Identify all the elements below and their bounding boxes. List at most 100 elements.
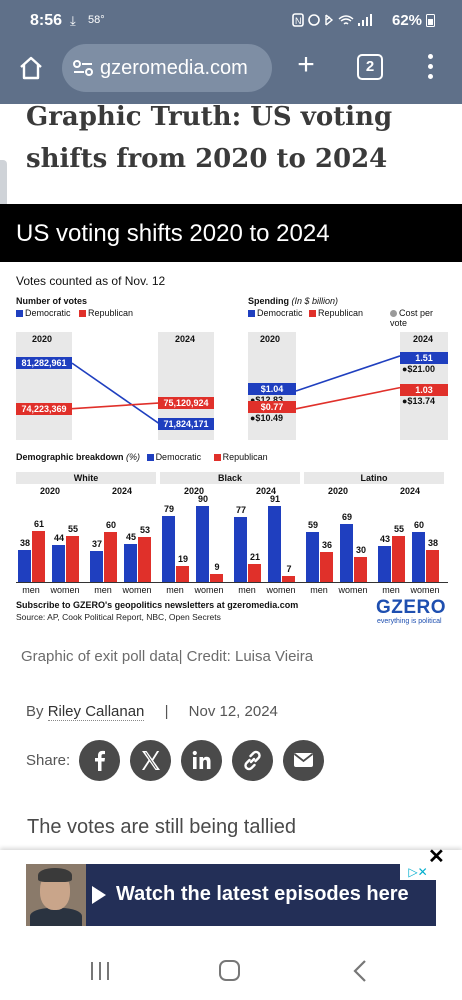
graphic-title: US voting shifts 2020 to 2024 (0, 204, 462, 262)
spending-line-dem (295, 355, 401, 392)
recents-icon[interactable] (91, 962, 111, 980)
cost-per-vote-dem-2020: ●$12.83 (250, 395, 283, 405)
spending-title-text: Spending (248, 296, 289, 306)
system-status-icons: N (292, 13, 372, 27)
bar-white-2020-men-rep (32, 530, 45, 582)
linkedin-share-button[interactable] (181, 740, 222, 781)
bar-latino-2024-men-dem (378, 545, 391, 582)
legend-cost-label: Cost per vote (390, 308, 434, 328)
spending-dem-2020-label: $1.04 (248, 382, 296, 395)
home-nav-icon[interactable] (219, 960, 240, 981)
legend-rep-label: Republican (88, 308, 134, 318)
email-icon (293, 753, 314, 767)
facebook-share-button[interactable] (79, 740, 120, 781)
byline: By Riley Callanan | Nov 12, 2024 (26, 703, 278, 721)
ad-close-button[interactable]: ✕ (428, 846, 445, 868)
demographic-title-note: (%) (126, 452, 141, 462)
spending-chart-title: Spending (In $ billion) (248, 296, 338, 306)
scroll-indicator[interactable] (0, 160, 7, 220)
back-icon[interactable] (351, 959, 371, 983)
adchoices-icon[interactable]: ▷✕ (400, 864, 436, 880)
bar-value-label: 90 (197, 494, 208, 505)
bar-value-label: 55 (393, 523, 404, 534)
source-note: Source: AP, Cook Political Report, NBC, … (16, 612, 221, 622)
email-share-button[interactable] (283, 740, 324, 781)
votes-legend: Democratic Republican (16, 308, 133, 318)
bar-black-2024-women-rep (282, 576, 295, 582)
author-link[interactable]: Riley Callanan (47, 703, 145, 721)
group-year-label: 2024 (400, 486, 421, 496)
bar-latino-2024-women-rep (426, 550, 439, 582)
votes-2020-panel (16, 332, 72, 440)
gzero-logo: GZERO (376, 597, 447, 618)
home-icon[interactable] (18, 55, 44, 81)
publish-date: Nov 12, 2024 (188, 703, 278, 720)
demographic-chart-title: Demographic breakdown (%) Democratic Rep… (16, 452, 268, 462)
bar-value-label: 60 (105, 519, 116, 530)
status-bar: 8:56 ⤓ 58° N 62% (0, 0, 462, 40)
group-year-label: 2024 (256, 486, 277, 496)
category-label-men: men (94, 585, 112, 595)
bar-white-2020-women-rep (66, 535, 79, 582)
bar-value-label: 9 (214, 562, 220, 573)
votes-line-dem (71, 362, 161, 425)
bar-white-2024-women-dem (124, 544, 137, 582)
ad-banner[interactable]: Watch the latest episodes here ▷✕ (26, 864, 436, 926)
url-text: gzeromedia.com (100, 57, 248, 79)
site-settings-icon[interactable] (72, 58, 94, 78)
legend-dem-label: Democratic (155, 452, 202, 462)
article-lead: The votes are still being tallied (27, 816, 297, 838)
bar-latino-2020-men-dem (306, 532, 319, 582)
bar-value-label: 21 (249, 552, 260, 563)
spending-line-rep (295, 386, 401, 410)
gzero-tagline: everything is political (377, 618, 442, 625)
byline-separator: | (164, 703, 169, 720)
legend-swatch-dem (146, 454, 154, 462)
bar-value-label: 44 (53, 533, 64, 544)
votes-dem-2020-label: 81,282,961 (16, 357, 72, 370)
new-tab-button[interactable]: + (297, 48, 315, 81)
link-icon (244, 750, 261, 771)
category-label-women: women (50, 585, 80, 595)
bar-black-2020-men-rep (176, 566, 189, 582)
bar-black-2020-women-dem (196, 506, 209, 582)
image-caption: Graphic of exit poll data| Credit: Luisa… (21, 648, 314, 665)
bar-value-label: 30 (355, 544, 366, 555)
spending-legend: Democratic Republican (248, 308, 363, 318)
legend-swatch-cost (390, 310, 397, 318)
bar-value-label: 37 (91, 538, 102, 549)
category-label-women: women (410, 585, 440, 595)
tab-switcher-button[interactable]: 2 (357, 54, 383, 80)
bar-value-label: 55 (67, 523, 78, 534)
cost-per-vote-dem-2024: ●$21.00 (402, 363, 435, 374)
by-prefix: By (26, 703, 44, 720)
cost-per-vote-rep-2020: ●$10.49 (250, 412, 283, 423)
status-icons: N (292, 13, 382, 30)
bar-white-2020-men-dem (18, 550, 31, 582)
status-time: 8:56 (30, 12, 63, 29)
category-label-women: women (122, 585, 152, 595)
category-label-women: women (266, 585, 296, 595)
browser-chrome: 8:56 ⤓ 58° N 62% (0, 0, 462, 104)
x-share-button[interactable] (130, 740, 171, 781)
spending-dem-2024-label: 1.51 (400, 351, 448, 364)
bar-value-label: 7 (286, 564, 292, 575)
bar-value-label: 45 (125, 532, 136, 543)
legend-swatch-rep (213, 454, 221, 462)
category-label-women: women (338, 585, 368, 595)
play-icon (92, 886, 106, 904)
address-bar[interactable]: gzeromedia.com (62, 44, 272, 92)
bar-black-2024-women-dem (268, 505, 281, 582)
group-year-label: 2020 (40, 486, 61, 496)
category-label-men: men (310, 585, 328, 595)
votes-dem-2024-label: 71,824,171 (158, 418, 214, 431)
category-label-men: men (382, 585, 400, 595)
votes-line-chart (71, 362, 161, 425)
category-label-men: men (238, 585, 256, 595)
battery-percent: 62% (392, 12, 423, 29)
copy-link-share-button[interactable] (232, 740, 273, 781)
more-menu-button[interactable] (422, 54, 438, 82)
x-icon (142, 751, 160, 770)
bar-latino-2020-women-dem (340, 524, 353, 582)
infographic: US voting shifts 2020 to 2024 Votes coun… (0, 204, 462, 630)
